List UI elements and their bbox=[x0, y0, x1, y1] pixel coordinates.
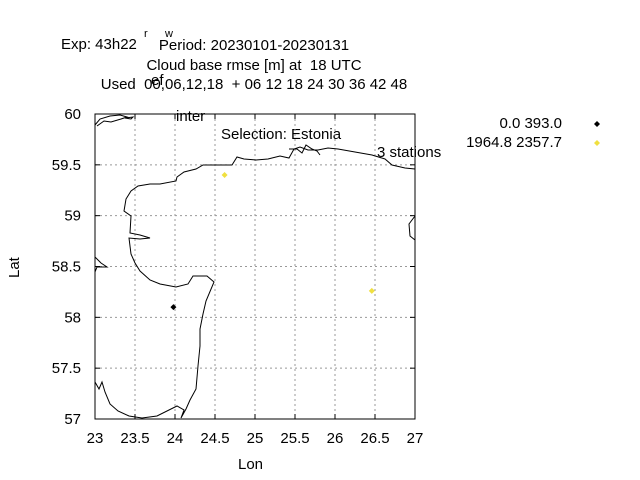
chart-title-line3: Cloud base rmse [m] at 18 UTC bbox=[146, 57, 362, 74]
title-exp: Exp: 43h22 bbox=[61, 36, 137, 53]
x-tick-label: 23 bbox=[87, 430, 104, 447]
x-tick-label: 25 bbox=[247, 430, 264, 447]
x-tick-label: 26 bbox=[327, 430, 344, 447]
y-tick-label: 60 bbox=[64, 106, 81, 123]
coastline-segment bbox=[94, 114, 129, 127]
x-tick-label: 27 bbox=[407, 430, 424, 447]
coastline bbox=[94, 114, 416, 419]
title-sub-w: w bbox=[165, 28, 173, 40]
chart-title-line4: Used 00,06,12,18 + 06 12 18 24 30 36 42 … bbox=[100, 76, 408, 93]
station-point bbox=[170, 304, 177, 311]
station-point bbox=[221, 172, 228, 178]
station-point bbox=[368, 287, 375, 294]
coastline-segment bbox=[124, 116, 135, 120]
title-selection: Selection: Estonia bbox=[221, 126, 342, 143]
y-tick-label: 58 bbox=[64, 309, 81, 326]
x-tick-label: 26.5 bbox=[360, 430, 389, 447]
coastline-segment bbox=[408, 215, 416, 241]
x-tick-label: 23.5 bbox=[120, 430, 149, 447]
y-axis-label: Lat bbox=[6, 257, 23, 278]
legend: 0.0 393.0 1964.8 2357.7 bbox=[466, 115, 600, 151]
x-tick-label: 24 bbox=[167, 430, 184, 447]
x-tick-label: 25.5 bbox=[280, 430, 309, 447]
title-inter: inter bbox=[176, 108, 206, 125]
y-tick-label: 59.5 bbox=[52, 157, 81, 174]
chart-title-line2: Period: 20230101-20230131 bbox=[158, 37, 350, 54]
legend-label: 1964.8 2357.7 bbox=[466, 134, 562, 151]
legend-marker bbox=[594, 140, 600, 146]
title-ef: ef bbox=[151, 72, 164, 89]
coastline-segment bbox=[289, 144, 321, 156]
coastline-segment bbox=[94, 256, 109, 273]
y-tick-label: 58.5 bbox=[52, 259, 81, 276]
x-tick-label: 24.5 bbox=[200, 430, 229, 447]
title-sub-r: r bbox=[144, 28, 148, 40]
coastline-segment bbox=[94, 146, 416, 419]
legend-marker bbox=[594, 121, 600, 127]
y-tick-label: 57 bbox=[64, 411, 81, 428]
axis-ticks: 23 23.5 24 24.5 25 25.5 26 26.5 27 57 57.5 58 58.5 59… bbox=[52, 106, 424, 447]
legend-label: 0.0 393.0 bbox=[499, 115, 562, 132]
data-points bbox=[170, 172, 375, 311]
y-tick-label: 57.5 bbox=[52, 360, 81, 377]
x-axis-label: Lon bbox=[238, 456, 264, 473]
y-tick-label: 59 bbox=[64, 208, 81, 225]
